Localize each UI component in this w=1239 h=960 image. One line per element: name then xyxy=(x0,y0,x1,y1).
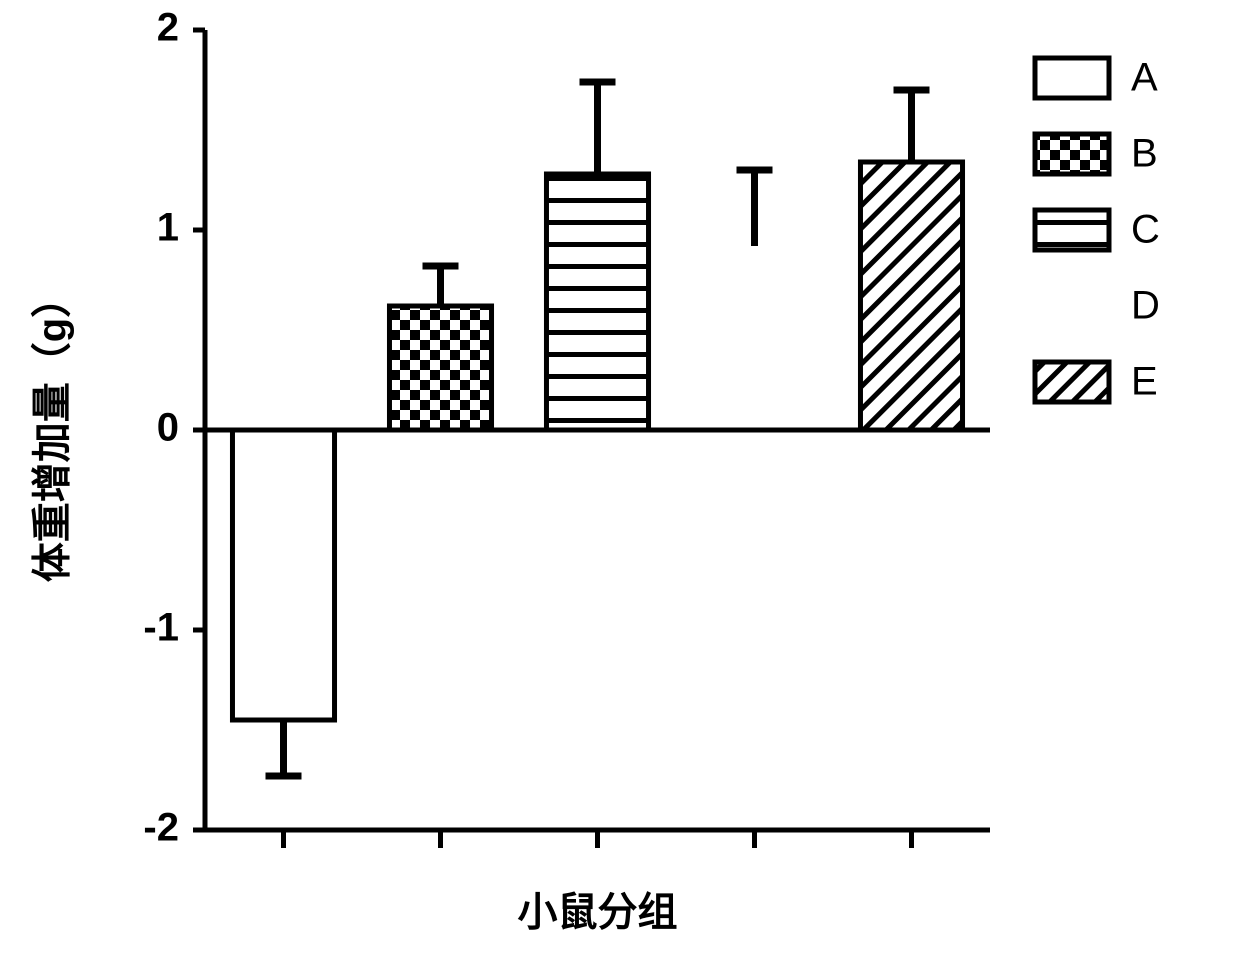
legend-label-E: E xyxy=(1131,360,1158,404)
legend-swatch-A xyxy=(1035,58,1109,98)
y-tick-label: 1 xyxy=(157,206,179,250)
chart-container: -2 -1 0 1 2 小鼠分组 体重增加量（g） ABCDE xyxy=(0,0,1239,960)
y-tick-label: -1 xyxy=(143,606,179,650)
bar-C xyxy=(546,174,648,430)
y-tick-label: -2 xyxy=(143,806,179,850)
y-axis-label: 体重增加量（g） xyxy=(31,278,75,582)
legend-label-D: D xyxy=(1131,284,1160,328)
bar-chart: -2 -1 0 1 2 小鼠分组 体重增加量（g） ABCDE xyxy=(0,0,1239,960)
y-tick-label: 2 xyxy=(157,6,179,50)
legend-label-C: C xyxy=(1131,208,1160,252)
legend-swatch-B xyxy=(1035,134,1109,174)
bar-A xyxy=(232,430,334,720)
legend-label-A: A xyxy=(1131,56,1158,100)
x-axis-label: 小鼠分组 xyxy=(518,891,678,935)
bar-B xyxy=(389,306,491,430)
bar-E xyxy=(860,162,962,430)
legend-swatch-C xyxy=(1035,210,1109,250)
legend-label-B: B xyxy=(1131,132,1158,176)
y-tick-label: 0 xyxy=(157,406,179,450)
legend-swatch-E xyxy=(1035,362,1109,402)
